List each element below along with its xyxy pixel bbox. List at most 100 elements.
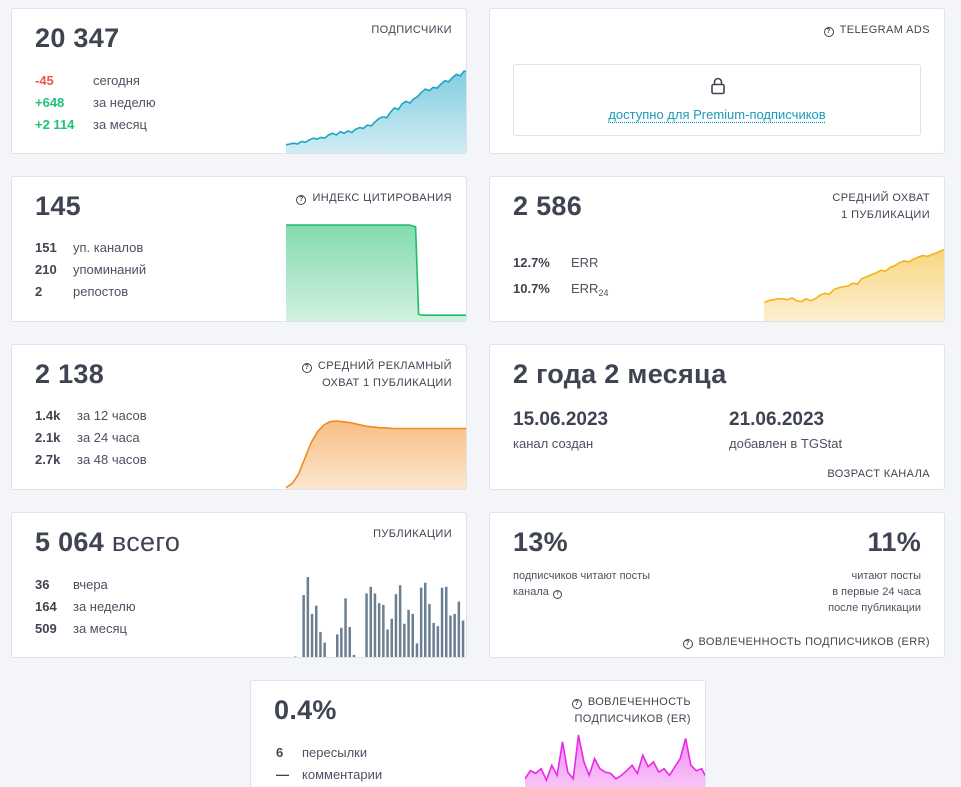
publications-bar — [461, 620, 465, 657]
premium-box: доступно для Premium-подписчиков — [513, 64, 921, 136]
publications-bar — [428, 604, 431, 657]
stat-row-comments: — комментарии — [276, 767, 383, 782]
publications-bar — [419, 587, 423, 657]
stat-row-48h: 2.7k за 48 часов — [35, 452, 147, 467]
stat-row-today: -45 сегодня — [35, 73, 140, 88]
publications-bar — [352, 654, 356, 657]
publications-bar — [394, 594, 398, 657]
created-label: канал создан — [513, 436, 594, 451]
engagement-er-card[interactable]: 0.4% ? ВОВЛЕЧЕННОСТЬ ПОДПИСЧИКОВ (ER) 6 пер… — [250, 680, 706, 787]
publications-bar — [386, 629, 389, 657]
citation-index: 145 — [35, 191, 81, 221]
publications-bar — [365, 593, 368, 657]
publications-bar — [424, 582, 427, 657]
channel-age-label: ВОЗРАСТ КАНАЛА — [827, 468, 930, 480]
channel-age-value: 2 года 2 месяца — [513, 359, 727, 389]
publications-bar — [403, 623, 406, 657]
ad-reach-series-line — [286, 420, 466, 489]
help-icon[interactable]: ? — [823, 27, 834, 37]
err-left-value: 13% — [513, 527, 568, 557]
created-date: 15.06.2023 — [513, 409, 609, 430]
publications-bar — [348, 627, 351, 657]
publications-bar — [415, 643, 419, 657]
publications-bar — [306, 577, 310, 657]
publications-bar — [398, 585, 402, 657]
subscribers-sparkline — [286, 70, 466, 153]
publications-bar — [323, 642, 326, 657]
telegram-ads-card: ? TELEGRAM ADS доступно для Premium-подпи… — [489, 8, 945, 154]
publications-bar — [310, 613, 314, 657]
publications-bar — [445, 586, 448, 657]
ad-reach-sparkline — [286, 420, 466, 489]
help-icon[interactable]: ? — [682, 639, 693, 649]
publications-bar — [369, 586, 372, 657]
ad-reach-card[interactable]: 2 138 ? СРЕДНИЙ РЕКЛАМНЫЙ ОХВАТ 1 ПУБЛИКАЦ… — [11, 344, 467, 490]
er-series-line — [525, 734, 705, 783]
subscribers-stats: -45 сегодня +648 за неделю +2 114 за месяц — [35, 70, 156, 136]
stat-row-12h: 1.4k за 12 часов — [35, 408, 147, 423]
added-date: 21.06.2023 — [729, 409, 825, 430]
er-series-area — [525, 735, 705, 787]
publications-bar — [436, 626, 440, 657]
publications-bar — [315, 605, 318, 657]
ad-reach-series-area — [286, 421, 466, 489]
publications-bar — [340, 627, 343, 657]
subscribers-series-area — [286, 71, 466, 153]
help-icon[interactable]: ? — [571, 699, 582, 709]
publications-bar — [440, 587, 444, 657]
publications-bar — [294, 656, 297, 657]
reach-series-area — [764, 249, 944, 321]
help-icon[interactable]: ? — [301, 363, 312, 373]
publications-bar — [449, 615, 452, 657]
citation-label: ? ИНДЕКС ЦИТИРОВАНИЯ — [296, 190, 452, 207]
publications-label: ПУБЛИКАЦИИ — [373, 528, 452, 540]
avg-reach-card[interactable]: 2 586 СРЕДНИЙ ОХВАТ 1 ПУБЛИКАЦИИ 12.7% ERR… — [489, 176, 945, 322]
stat-row-mentions: 210 упоминаний — [35, 262, 147, 277]
citation-stats: 151 уп. каналов 210 упоминаний 2 репостов — [35, 237, 146, 303]
publications-bar — [319, 631, 322, 657]
publications-card[interactable]: 5 064 всего ПУБЛИКАЦИИ 36 вчера 164 за нед… — [11, 512, 467, 658]
lock-icon — [711, 77, 725, 95]
publications-bar — [407, 609, 410, 657]
stat-row-month: +2 114 за месяц — [35, 117, 147, 132]
publications-barchart — [294, 577, 465, 658]
citation-sparkline — [286, 224, 466, 321]
publications-total: 5 064 всего — [35, 527, 181, 557]
ad-reach-label: ? СРЕДНИЙ РЕКЛАМНЫЙ ОХВАТ 1 ПУБЛИКАЦИИ — [301, 358, 452, 392]
stat-row-err: 12.7% ERR — [513, 255, 599, 270]
help-icon[interactable]: ? — [552, 590, 562, 599]
stat-row-month: 509 за месяц — [35, 621, 127, 636]
subscribers-label: ПОДПИСЧИКИ — [371, 24, 452, 36]
premium-link[interactable]: доступно для Premium-подписчиков — [608, 107, 826, 122]
publications-bar — [432, 622, 435, 657]
citation-card[interactable]: 145 ? ИНДЕКС ЦИТИРОВАНИЯ 151 уп. каналов 2… — [11, 176, 467, 322]
ad-reach-stats: 1.4k за 12 часов 2.1k за 24 часа 2.7k за 48… — [35, 405, 147, 471]
stat-row-yesterday: 36 вчера — [35, 577, 108, 592]
publications-bar — [373, 593, 377, 657]
publications-bar — [302, 595, 305, 657]
stat-row-forwards: 6 пересылки — [276, 745, 368, 760]
publications-stats: 36 вчера 164 за неделю 509 за месяц — [35, 574, 136, 640]
avg-reach-label: СРЕДНИЙ ОХВАТ 1 ПУБЛИКАЦИИ — [832, 192, 930, 221]
err-right-text: читают посты в первые 24 часа после публик… — [828, 570, 921, 614]
citation-series-area — [286, 225, 466, 321]
stat-row-reposts: 2 репостов — [35, 284, 129, 299]
publications-bar — [457, 601, 461, 657]
er-stats: 6 пересылки — комментарии — [276, 742, 382, 786]
stat-row-channels: 151 уп. каналов — [35, 240, 144, 255]
err-left-text: подписчиков читают посты канала? — [513, 570, 651, 599]
avg-reach-stats: 12.7% ERR 10.7% ERR 24 — [513, 250, 608, 306]
er-sparkline — [525, 734, 705, 787]
stat-row-week: +648 за неделю — [35, 95, 156, 110]
publications-bar — [411, 613, 414, 657]
help-icon[interactable]: ? — [296, 195, 307, 205]
ad-reach-value: 2 138 — [35, 359, 105, 389]
engagement-er-label: ? ВОВЛЕЧЕННОСТЬ ПОДПИСЧИКОВ (ER) — [571, 694, 691, 728]
err-right-value: 11% — [867, 527, 921, 557]
publications-bar — [453, 613, 456, 657]
reach-series-line — [764, 248, 944, 304]
subscribers-card[interactable]: 20 347 ПОДПИСЧИКИ -45 сегодня +648 за неде… — [11, 8, 467, 154]
publications-bar — [344, 598, 347, 657]
publications-bar — [357, 657, 360, 658]
avg-reach-value: 2 586 — [513, 191, 583, 221]
